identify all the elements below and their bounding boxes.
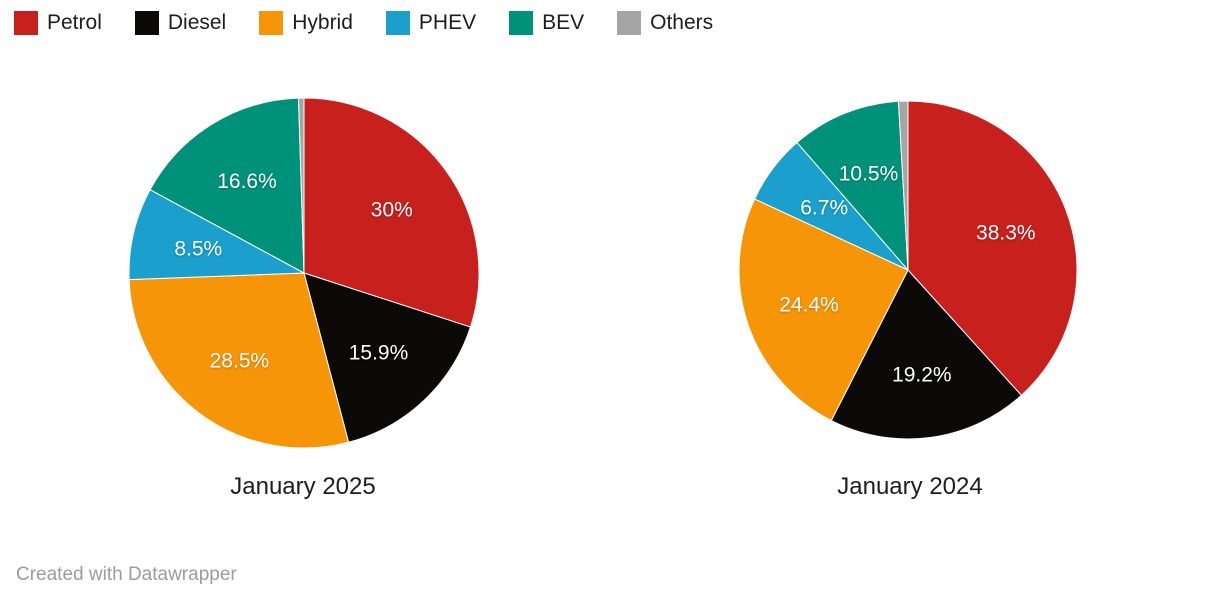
legend-swatch-icon <box>509 11 534 35</box>
chart-title-january-2024: January 2024 <box>837 473 983 500</box>
pie-label-bev: 16.6% <box>217 170 277 193</box>
pie-label-diesel: 15.9% <box>349 341 409 364</box>
pie-label-petrol: 38.3% <box>976 222 1036 245</box>
legend-item-others: Others <box>617 11 713 35</box>
legend: Petrol Diesel Hybrid PHEV BEV Others <box>14 11 713 35</box>
footer-credit: Created with Datawrapper <box>16 564 237 586</box>
pie-slice-others[interactable] <box>897 100 909 271</box>
legend-label: Hybrid <box>292 11 353 34</box>
pie-label-phev: 6.7% <box>800 196 848 219</box>
pie-label-hybrid: 28.5% <box>210 350 270 373</box>
datawrapper-credit-link[interactable]: Created with Datawrapper <box>16 564 237 585</box>
pie-label-diesel: 19.2% <box>892 363 952 386</box>
legend-swatch-icon <box>259 11 284 35</box>
legend-item-bev: BEV <box>509 11 584 35</box>
legend-swatch-icon <box>385 11 410 35</box>
pie-label-hybrid: 24.4% <box>779 294 839 317</box>
legend-label: PHEV <box>418 11 477 34</box>
legend-swatch-icon <box>14 11 38 35</box>
legend-item-petrol: Petrol <box>14 11 102 35</box>
pie-label-bev: 10.5% <box>839 162 899 185</box>
pie-slice-diesel[interactable] <box>830 269 1022 440</box>
legend-label: Others <box>650 11 714 34</box>
pie-label-petrol: 30% <box>371 199 413 222</box>
pie-chart-january-2025: 30% 15.9% 28.5% 8.5% 16.6% <box>128 97 480 449</box>
pie-slice-bev[interactable] <box>149 97 305 274</box>
pie-slice-diesel[interactable] <box>303 272 471 443</box>
pie-slice-phev[interactable] <box>128 189 305 281</box>
pie-slice-bev[interactable] <box>796 100 909 271</box>
chart-title-january-2025: January 2025 <box>230 473 376 500</box>
pie-chart-january-2024: 38.3% 19.2% 24.4% 6.7% 10.5% <box>738 100 1078 440</box>
legend-swatch-icon <box>134 11 159 35</box>
pie-slice-others[interactable] <box>298 97 305 274</box>
pie-label-phev: 8.5% <box>174 238 222 261</box>
legend-item-diesel: Diesel <box>134 11 227 35</box>
legend-item-hybrid: Hybrid <box>259 11 353 35</box>
pie-slice-hybrid[interactable] <box>738 198 909 422</box>
pie-slice-petrol[interactable] <box>303 97 480 328</box>
pie-slice-hybrid[interactable] <box>128 272 350 449</box>
legend-swatch-icon <box>617 11 642 35</box>
legend-label: Diesel <box>167 11 227 34</box>
legend-item-phev: PHEV <box>385 11 477 35</box>
pie-slice-petrol[interactable] <box>907 100 1078 396</box>
legend-label: BEV <box>542 11 585 34</box>
legend-label: Petrol <box>47 11 102 34</box>
